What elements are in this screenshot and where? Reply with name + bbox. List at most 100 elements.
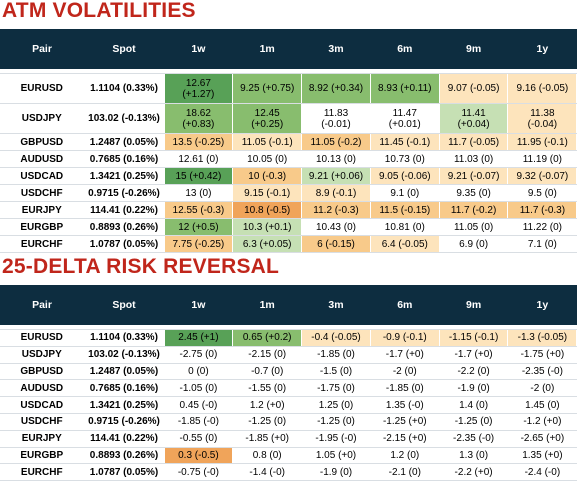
- value-cell-1m: -1.55 (0): [232, 379, 303, 398]
- spot-cell: 1.1104 (0.33%): [84, 73, 165, 104]
- table-row: EURGBP 0.8893 (0.26%) 0.3 (-0.5) 0.8 (0) 1.0…: [0, 447, 577, 465]
- value-cell-6m: -2.1 (0): [370, 463, 440, 482]
- value-cell-1w: 13 (0): [164, 184, 234, 202]
- spot-cell: 0.7685 (0.16%): [84, 150, 165, 168]
- value-cell-9m: -1.15 (-0.1): [439, 329, 509, 347]
- risk-reversal-table: Pair Spot 1w 1m 3m 6m 9m 1y EURUSD 1.1104…: [0, 285, 577, 482]
- value-cell-9m: -2.2 (+0): [439, 463, 509, 482]
- value-cell-1m: 11.05 (-0.1): [232, 133, 303, 151]
- value-cell-9m: -1.7 (+0): [439, 346, 509, 364]
- value-cell-1w: 12.67 (+1.27): [164, 73, 234, 104]
- value-cell-1m: 0.65 (+0.2): [232, 329, 303, 347]
- value-cell-9m: 1.4 (0): [439, 396, 509, 414]
- value-cell-1y: 1.45 (0): [507, 396, 577, 414]
- value-cell-1w: 12 (+0.5): [164, 218, 234, 236]
- table-row: EURUSD 1.1104 (0.33%) 12.67 (+1.27) 9.25 (+0…: [0, 73, 577, 104]
- value-cell-3m: -1.85 (0): [301, 346, 371, 364]
- value-cell-6m: -1.85 (0): [370, 379, 440, 398]
- spot-cell: 1.3421 (0.25%): [84, 167, 165, 185]
- value-cell-1y: 9.16 (-0.05): [507, 73, 577, 104]
- value-cell-3m: 11.2 (-0.3): [301, 201, 371, 219]
- pair-cell: EURCHF: [0, 463, 85, 482]
- atm-table-body: EURUSD 1.1104 (0.33%) 12.67 (+1.27) 9.25 (+0…: [0, 73, 577, 253]
- table-row: USDCAD 1.3421 (0.25%) 15 (+0.42) 10 (-0.3) 9…: [0, 167, 577, 185]
- value-cell-1y: -2.65 (+0): [507, 430, 577, 448]
- value-cell-3m: -0.4 (-0.05): [301, 329, 371, 347]
- value-cell-1y: 7.1 (0): [507, 235, 577, 253]
- value-cell-1m: 10.05 (0): [232, 150, 303, 168]
- spot-cell: 1.0787 (0.05%): [84, 235, 165, 253]
- value-cell-6m: -1.7 (+0): [370, 346, 440, 364]
- value-cell-3m: 8.9 (-0.1): [301, 184, 371, 202]
- value-cell-6m: 6.4 (-0.05): [370, 235, 440, 253]
- value-cell-1m: -2.15 (0): [232, 346, 303, 364]
- spot-cell: 0.8893 (0.26%): [84, 218, 165, 236]
- pair-cell: USDJPY: [0, 103, 85, 134]
- atm-volatilities-table: Pair Spot 1w 1m 3m 6m 9m 1y EURUSD 1.1104…: [0, 29, 577, 253]
- spot-cell: 1.2487 (0.05%): [84, 133, 165, 151]
- header-pair: Pair: [0, 29, 84, 69]
- value-cell-1m: 6.3 (+0.05): [232, 235, 303, 253]
- table-row: USDCAD 1.3421 (0.25%) 0.45 (-0) 1.2 (+0) 1.2…: [0, 396, 577, 414]
- table-row: AUDUSD 0.7685 (0.16%) 12.61 (0) 10.05 (0) 10…: [0, 150, 577, 168]
- spot-cell: 0.7685 (0.16%): [84, 379, 165, 398]
- table-header-row: Pair Spot 1w 1m 3m 6m 9m 1y: [0, 29, 577, 69]
- pair-cell: EURUSD: [0, 73, 85, 104]
- spot-cell: 1.3421 (0.25%): [84, 396, 165, 414]
- value-cell-3m: 10.13 (0): [301, 150, 371, 168]
- value-cell-1m: 9.15 (-0.1): [232, 184, 303, 202]
- value-cell-3m: 10.43 (0): [301, 218, 371, 236]
- spot-cell: 1.2487 (0.05%): [84, 363, 165, 381]
- table-row: USDCHF 0.9715 (-0.26%) -1.85 (-0) -1.25 (0)…: [0, 413, 577, 431]
- pair-cell: USDCHF: [0, 184, 85, 202]
- value-cell-1w: 0 (0): [164, 363, 234, 381]
- table-header-row: Pair Spot 1w 1m 3m 6m 9m 1y: [0, 285, 577, 325]
- value-cell-9m: 1.3 (0): [439, 447, 509, 465]
- pair-cell: EURJPY: [0, 201, 85, 219]
- value-cell-9m: -1.25 (0): [439, 413, 509, 431]
- value-cell-1y: 9.32 (-0.07): [507, 167, 577, 185]
- pair-cell: USDCAD: [0, 167, 85, 185]
- value-cell-6m: -2 (0): [370, 363, 440, 381]
- table-row: USDCHF 0.9715 (-0.26%) 13 (0) 9.15 (-0.1) 8.…: [0, 184, 577, 202]
- header-6m: 6m: [370, 29, 440, 69]
- value-cell-1m: -1.25 (0): [232, 413, 303, 431]
- pair-cell: USDCAD: [0, 396, 85, 414]
- header-3m: 3m: [301, 29, 371, 69]
- table-row: EURCHF 1.0787 (0.05%) -0.75 (-0) -1.4 (-0) -…: [0, 463, 577, 482]
- value-cell-9m: -1.9 (0): [439, 379, 509, 398]
- value-cell-1y: 11.7 (-0.3): [507, 201, 577, 219]
- risk-reversal-title: 25-DELTA RISK REVERSAL: [2, 255, 280, 278]
- atm-volatilities-title: ATM VOLATILITIES: [2, 0, 196, 22]
- value-cell-3m: 6 (-0.15): [301, 235, 371, 253]
- spot-cell: 0.9715 (-0.26%): [84, 184, 165, 202]
- header-1m: 1m: [232, 285, 302, 325]
- table-row: GBPUSD 1.2487 (0.05%) 0 (0) -0.7 (0) -1.5 (0…: [0, 363, 577, 381]
- value-cell-9m: 11.7 (-0.2): [439, 201, 509, 219]
- value-cell-1w: -0.55 (0): [164, 430, 234, 448]
- value-cell-1m: 12.45 (+0.25): [232, 103, 303, 134]
- value-cell-1m: 10.3 (+0.1): [232, 218, 303, 236]
- value-cell-9m: 9.07 (-0.05): [439, 73, 509, 104]
- value-cell-6m: 11.5 (-0.15): [370, 201, 440, 219]
- value-cell-6m: 11.47 (+0.01): [370, 103, 440, 134]
- table-row: EURGBP 0.8893 (0.26%) 12 (+0.5) 10.3 (+0.1)…: [0, 218, 577, 236]
- pair-cell: GBPUSD: [0, 363, 85, 381]
- value-cell-3m: 1.25 (0): [301, 396, 371, 414]
- pair-cell: EURUSD: [0, 329, 85, 347]
- spot-cell: 114.41 (0.22%): [84, 201, 165, 219]
- header-6m: 6m: [370, 285, 440, 325]
- value-cell-6m: -0.9 (-0.1): [370, 329, 440, 347]
- value-cell-9m: 6.9 (0): [439, 235, 509, 253]
- value-cell-1w: 12.55 (-0.3): [164, 201, 234, 219]
- spot-cell: 1.1104 (0.33%): [84, 329, 165, 347]
- value-cell-1m: -1.4 (-0): [232, 463, 303, 482]
- pair-cell: EURGBP: [0, 218, 85, 236]
- value-cell-6m: 10.73 (0): [370, 150, 440, 168]
- spot-cell: 1.0787 (0.05%): [84, 463, 165, 482]
- value-cell-9m: 9.35 (0): [439, 184, 509, 202]
- header-pair: Pair: [0, 285, 84, 325]
- value-cell-3m: -1.9 (0): [301, 463, 371, 482]
- value-cell-1m: 10.8 (-0.5): [232, 201, 303, 219]
- value-cell-1y: -1.2 (+0): [507, 413, 577, 431]
